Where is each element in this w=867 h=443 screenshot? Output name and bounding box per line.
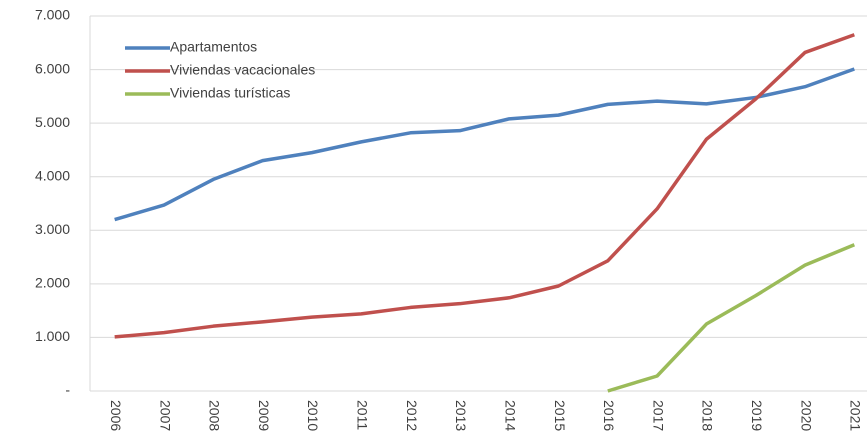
y-tick-label: 2.000 — [35, 275, 70, 291]
y-tick-label: - — [65, 382, 70, 398]
legend-label: Apartamentos — [170, 39, 257, 55]
x-tick-label: 2015 — [552, 400, 568, 431]
x-tick-label: 2019 — [749, 400, 765, 431]
x-tick-label: 2012 — [404, 400, 420, 431]
x-tick-label: 2013 — [453, 400, 469, 431]
y-tick-label: 7.000 — [35, 7, 70, 23]
y-tick-label: 1.000 — [35, 328, 70, 344]
x-tick-label: 2007 — [157, 400, 173, 431]
y-tick-label: 6.000 — [35, 60, 70, 76]
x-tick-label: 2006 — [108, 400, 124, 431]
x-tick-label: 2009 — [256, 400, 272, 431]
y-tick-label: 5.000 — [35, 114, 70, 130]
x-tick-label: 2016 — [601, 400, 617, 431]
series-line — [114, 33, 855, 339]
y-tick-label: 3.000 — [35, 221, 70, 237]
x-tick-label: 2021 — [848, 400, 864, 431]
x-tick-label: 2008 — [207, 400, 223, 431]
x-tick-label: 2010 — [305, 400, 321, 431]
legend-label: Viviendas turísticas — [170, 85, 290, 101]
series-line — [607, 243, 856, 393]
x-tick-label: 2020 — [798, 400, 814, 431]
x-tick-label: 2014 — [502, 400, 518, 431]
x-tick-label: 2011 — [355, 400, 371, 430]
series-line — [114, 67, 855, 222]
x-tick-label: 2017 — [650, 400, 666, 431]
x-tick-label: 2018 — [700, 400, 716, 431]
y-tick-label: 4.000 — [35, 167, 70, 183]
legend-label: Viviendas vacacionales — [170, 62, 315, 78]
